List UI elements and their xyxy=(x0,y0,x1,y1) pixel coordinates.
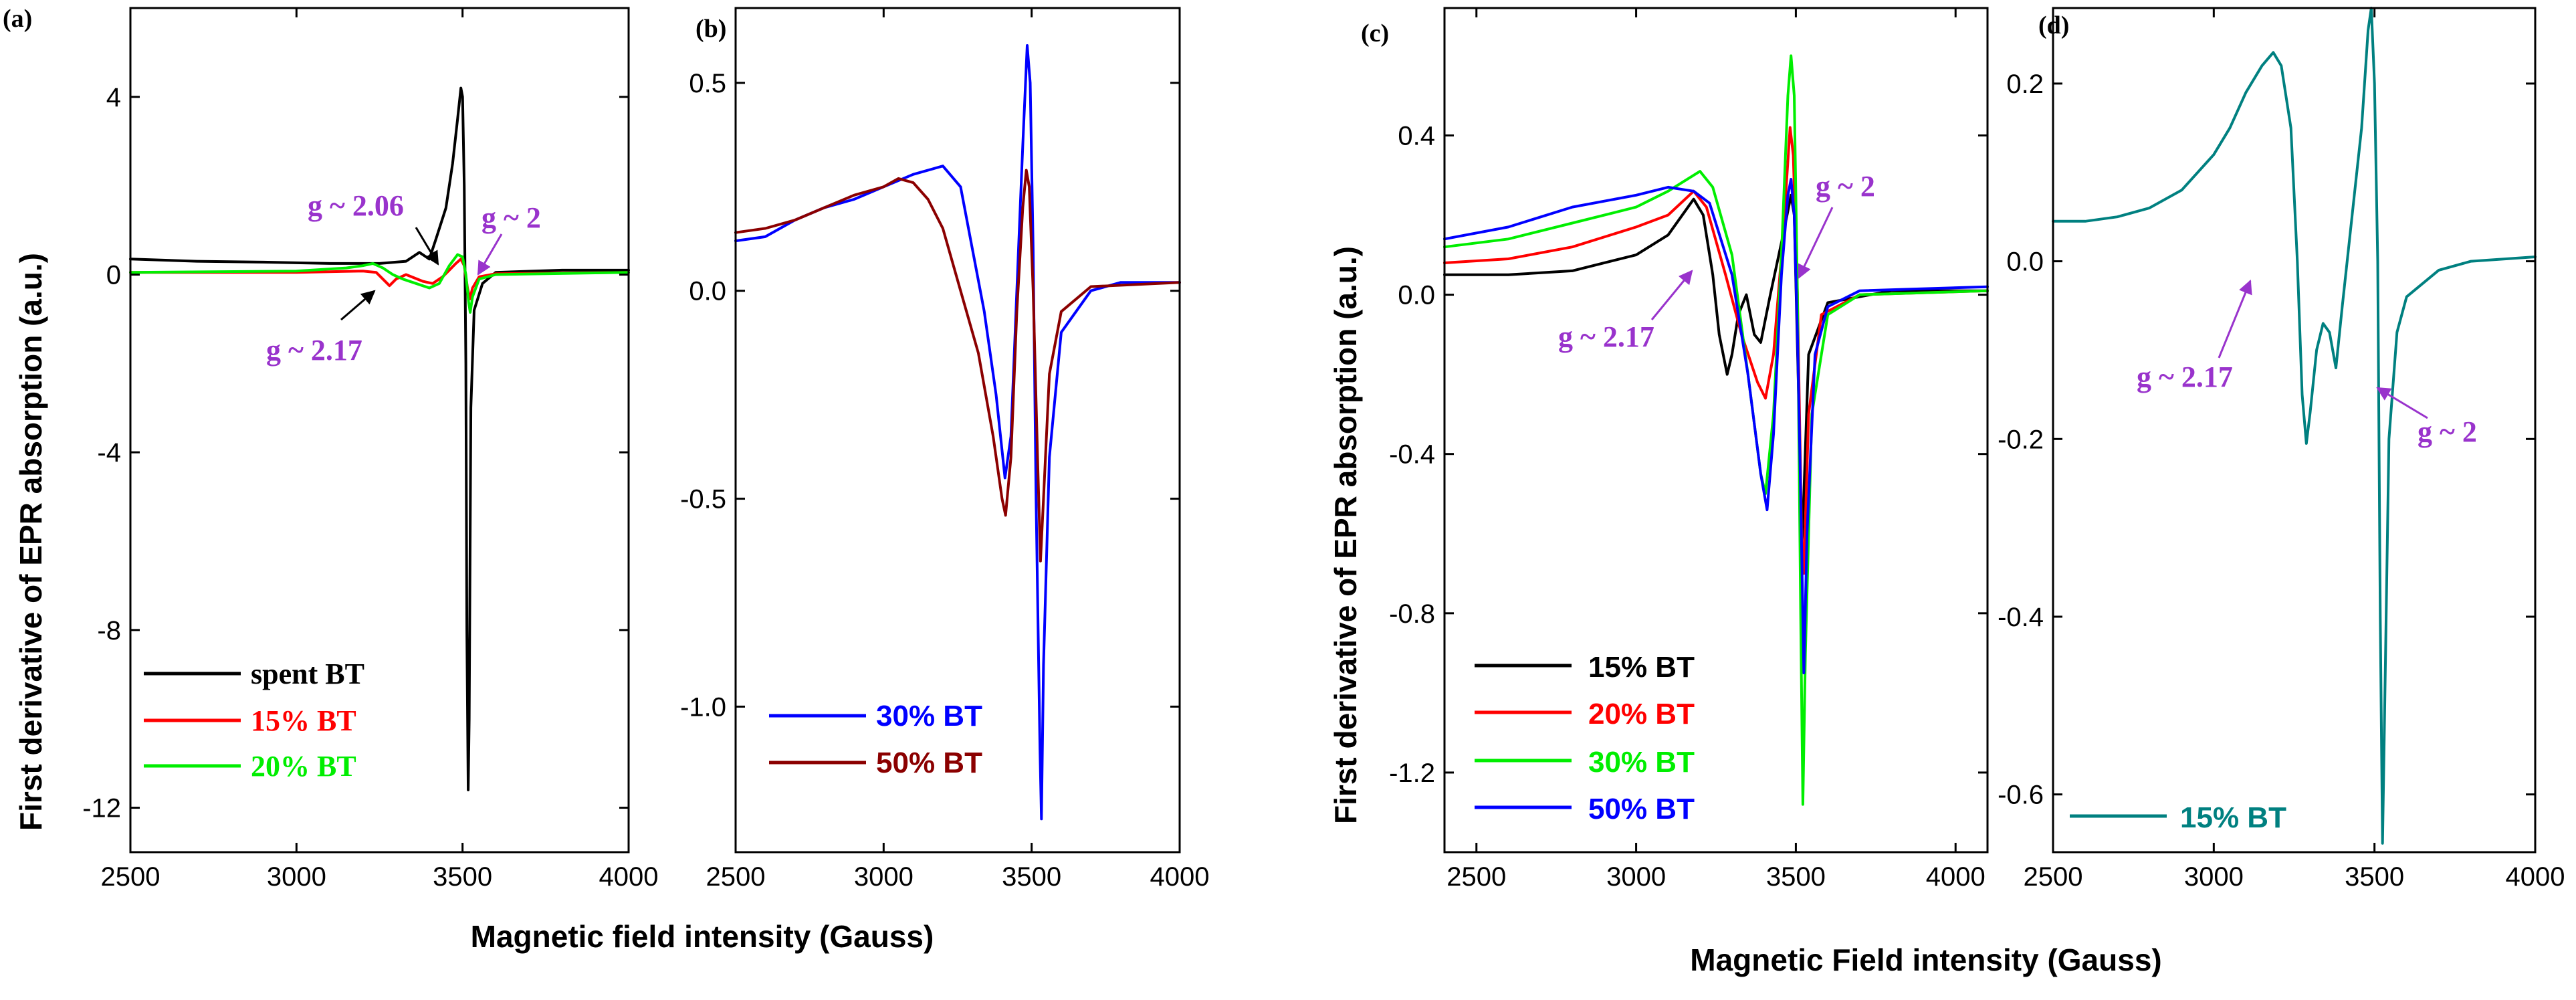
annotation-arrow-g-2-17 xyxy=(1650,270,1693,320)
annotation-g-2: g ~ 2 xyxy=(481,201,541,234)
series-line-15-bt xyxy=(2052,7,2537,845)
legend-label-50-bt: 50% BT xyxy=(1588,793,1695,825)
y-tick-label: -4 xyxy=(97,438,121,468)
y-tick-label: -0.6 xyxy=(1998,781,2044,810)
annotations: g ~ 2 g ~ 2.17 xyxy=(1558,170,1875,353)
panel-b-ticks: 2500 3000 3500 4000 -1.0 -0.5 0.0 0.5 xyxy=(680,8,1209,892)
annotation-arrow-g-2 xyxy=(477,233,503,276)
panel-label: (a) xyxy=(3,5,32,33)
y-axis-title-right: First derivative of EPR absorption (a.u.… xyxy=(1328,246,1363,824)
x-tick-label: 3500 xyxy=(433,862,492,892)
x-tick-label: 3000 xyxy=(1606,862,1666,892)
legend-label-15-bt: 15% BT xyxy=(1588,651,1695,684)
y-tick-label: 0.0 xyxy=(2006,247,2044,277)
series-line-50-bt xyxy=(734,169,1181,563)
panel-d-curves xyxy=(2052,7,2537,845)
panel-d-frame xyxy=(2052,7,2537,854)
legend-label-spent-bt: spent BT xyxy=(251,658,364,690)
x-tick-label: 3000 xyxy=(854,862,914,892)
annotation-arrow-g-2-06 xyxy=(415,227,439,266)
y-tick-label: 0.2 xyxy=(2006,70,2044,99)
panel-c: (c) 2500 3000 3500 4000 -1.2 -0.8 -0.4 0.0 0.4 1… xyxy=(1361,7,1989,892)
x-tick-label: 3500 xyxy=(2345,862,2404,892)
panel-b-frame xyxy=(734,7,1181,854)
y-tick-label: -1.0 xyxy=(680,692,726,722)
x-tick-label: 2500 xyxy=(2024,862,2083,892)
y-tick-label: -0.4 xyxy=(1389,440,1435,470)
y-tick-label: -0.5 xyxy=(680,485,726,514)
x-tick-label: 4000 xyxy=(2506,862,2565,892)
annotation-g-2-17: g ~ 2.17 xyxy=(2137,361,2233,393)
annotation-g-2-17: g ~ 2.17 xyxy=(266,334,362,367)
series-line-15-bt xyxy=(1443,193,1989,555)
y-tick-label: -1.2 xyxy=(1389,759,1435,788)
annotation-g-2-06: g ~ 2.06 xyxy=(308,189,404,222)
x-axis-title-right: Magnetic Field intensity (Gauss) xyxy=(1690,942,2161,977)
legend-label-15-bt: 15% BT xyxy=(251,704,356,737)
y-tick-label: -0.2 xyxy=(1998,425,2044,454)
panel-label: (b) xyxy=(695,15,726,43)
panel-d: (d) 2500 3000 3500 4000-0.6-0.4-0.20.00.2 1… xyxy=(1998,7,2565,892)
panel-a-ticks: 2500 3000 3500 4000 -12 -8 -4 0 4 xyxy=(82,8,658,892)
panel-a-frame xyxy=(129,7,630,854)
series-line-50-bt xyxy=(1443,178,1989,675)
annotation-arrow-g-2-17 xyxy=(340,290,376,321)
legend-label-50-bt: 50% BT xyxy=(876,746,982,779)
series-line-20-bt xyxy=(129,253,630,314)
annotation-arrow-g-2 xyxy=(2376,387,2428,419)
x-axis-title-left: Magnetic field intensity (Gauss) xyxy=(471,919,934,954)
legend-label-15-bt: 15% BT xyxy=(2180,801,2286,834)
panel-a: (a) 2500 3000 3500 4000 -12 -8 -4 0 4 spent BT 1… xyxy=(3,5,658,892)
x-tick-label: 3500 xyxy=(1002,862,1061,892)
annotation-arrow-g-2 xyxy=(1798,207,1834,279)
annotations: g ~ 2.17 g ~ 2 xyxy=(2137,280,2477,448)
x-tick-label: 2500 xyxy=(706,862,766,892)
annotations: g ~ 2.06 g ~ 2 g ~ 2.17 xyxy=(266,189,541,367)
series-line-30-bt xyxy=(1443,54,1989,806)
panel-c-ticks: 2500 3000 3500 4000 -1.2 -0.8 -0.4 0.0 0.4 xyxy=(1389,8,1988,892)
legend-label-30-bt: 30% BT xyxy=(876,700,982,732)
panel-a-curves xyxy=(129,86,630,791)
y-tick-label: -8 xyxy=(97,616,121,645)
series-line-spent-bt xyxy=(129,86,630,791)
y-tick-label: 0.4 xyxy=(1398,121,1435,151)
legend-label-20-bt: 20% BT xyxy=(1588,698,1695,730)
legend: spent BT 15% BT 20% BT xyxy=(144,658,364,783)
x-tick-label: 4000 xyxy=(599,862,659,892)
x-tick-label: 2500 xyxy=(101,862,160,892)
x-tick-label: 2500 xyxy=(1446,862,1506,892)
legend: 15% BT xyxy=(2070,801,2286,834)
x-tick-label: 3000 xyxy=(267,862,326,892)
annotation-g-2: g ~ 2 xyxy=(1816,170,1875,203)
x-tick-label: 4000 xyxy=(1926,862,1985,892)
x-tick-label: 4000 xyxy=(1150,862,1210,892)
annotation-g-2: g ~ 2 xyxy=(2418,415,2477,448)
annotation-g-2-17: g ~ 2.17 xyxy=(1558,320,1654,353)
panel-b-curves xyxy=(734,44,1181,821)
y-tick-label: 0.0 xyxy=(1398,281,1435,310)
legend: 30% BT 50% BT xyxy=(769,700,982,779)
y-tick-label: -12 xyxy=(82,794,121,823)
legend-label-30-bt: 30% BT xyxy=(1588,746,1695,779)
y-tick-label: -0.4 xyxy=(1998,603,2044,632)
legend-label-20-bt: 20% BT xyxy=(251,750,356,783)
x-tick-label: 3000 xyxy=(2184,862,2244,892)
y-axis-title-left: First derivative of EPR absorption (a.u.… xyxy=(13,253,48,831)
y-tick-label: 0 xyxy=(106,261,121,290)
panel-b: (b) 2500 3000 3500 4000 -1.0 -0.5 0.0 0.5 30% B… xyxy=(680,7,1209,892)
panel-d-ticks: 2500 3000 3500 4000 -0.6 -0.4 -0.2 0.0 0.2 xyxy=(1998,8,2565,892)
legend: 15% BT 20% BT 30% BT 50% BT xyxy=(1475,651,1695,825)
annotation-arrow-g-2-17 xyxy=(2218,280,2252,359)
series-line-20-bt xyxy=(1443,126,1989,575)
x-tick-label: 3500 xyxy=(1766,862,1826,892)
panel-c-curves xyxy=(1443,54,1989,806)
y-tick-label: 4 xyxy=(106,83,121,112)
panel-c-frame xyxy=(1443,7,1989,854)
y-tick-label: -0.8 xyxy=(1389,599,1435,629)
y-tick-label: 0.0 xyxy=(689,277,726,306)
y-tick-label: 0.5 xyxy=(689,69,726,98)
panel-label: (c) xyxy=(1361,19,1389,47)
